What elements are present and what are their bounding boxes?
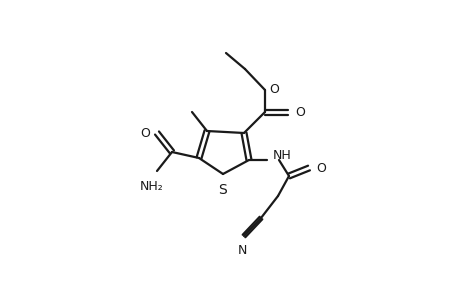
Text: O: O xyxy=(269,82,278,95)
Text: O: O xyxy=(140,127,150,140)
Text: NH₂: NH₂ xyxy=(140,180,163,193)
Text: O: O xyxy=(315,161,325,175)
Text: O: O xyxy=(294,106,304,118)
Text: S: S xyxy=(218,183,227,197)
Text: NH: NH xyxy=(272,148,291,161)
Text: N: N xyxy=(237,244,246,257)
